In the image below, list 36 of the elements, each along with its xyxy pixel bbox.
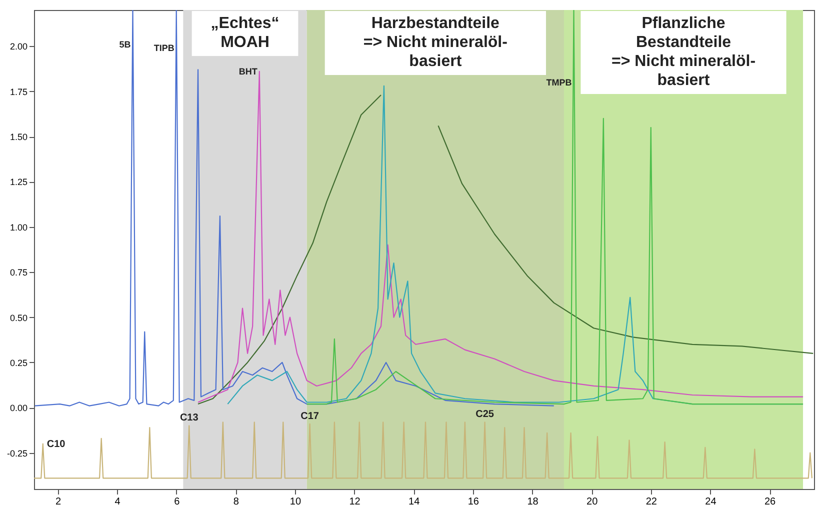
annotation: BHT bbox=[238, 66, 258, 76]
x-tick-label: 26 bbox=[764, 496, 776, 508]
y-tick-label: 1.75 bbox=[10, 86, 28, 97]
annotation: C25 bbox=[476, 409, 494, 420]
x-tick-label: 10 bbox=[290, 496, 302, 508]
annotation: TMPB bbox=[546, 77, 572, 88]
x-tick-label: 20 bbox=[586, 496, 598, 508]
y-tick-label: 0.75 bbox=[10, 268, 28, 278]
annotation: C17 bbox=[300, 410, 320, 422]
y-tick-label: 0.00 bbox=[10, 403, 28, 414]
x-tick-label: 24 bbox=[705, 496, 717, 508]
band-label: Pflanzliche Bestandteile => Nicht mineralöl- basiert bbox=[611, 15, 756, 89]
line-series bbox=[306, 10, 804, 405]
y-tick-label: 1.00 bbox=[10, 222, 28, 232]
y-tick-label: 0.25 bbox=[10, 358, 28, 368]
line-series bbox=[34, 422, 812, 479]
x-tick-label: 22 bbox=[646, 496, 658, 508]
x-tick-label: 8 bbox=[233, 496, 240, 508]
x-tick-label: 18 bbox=[527, 496, 539, 508]
x-tick-label: 4 bbox=[114, 496, 121, 508]
y-tick-label: -0.25 bbox=[6, 448, 28, 458]
y-tick-label: 1.25 bbox=[10, 177, 28, 188]
annotation: 5B bbox=[119, 39, 132, 50]
x-tick-label: 16 bbox=[468, 496, 480, 508]
annotation: C13 bbox=[180, 412, 199, 424]
y-tick-label: 2.00 bbox=[10, 42, 28, 52]
annotation: TIPB bbox=[154, 42, 175, 53]
x-tick-label: 6 bbox=[174, 496, 180, 508]
band-label: Harzbestandteile => Nicht mineralöl- basiert bbox=[363, 15, 508, 70]
y-tick-label: 0.50 bbox=[10, 312, 28, 323]
y-tick-label: 1.50 bbox=[10, 132, 28, 142]
x-tick-label: 2 bbox=[55, 496, 62, 508]
x-tick-label: 12 bbox=[349, 496, 361, 508]
x-tick-label: 14 bbox=[408, 496, 420, 508]
annotation: C10 bbox=[46, 438, 66, 450]
band-label: „Echtes“ MOAH bbox=[210, 15, 280, 51]
